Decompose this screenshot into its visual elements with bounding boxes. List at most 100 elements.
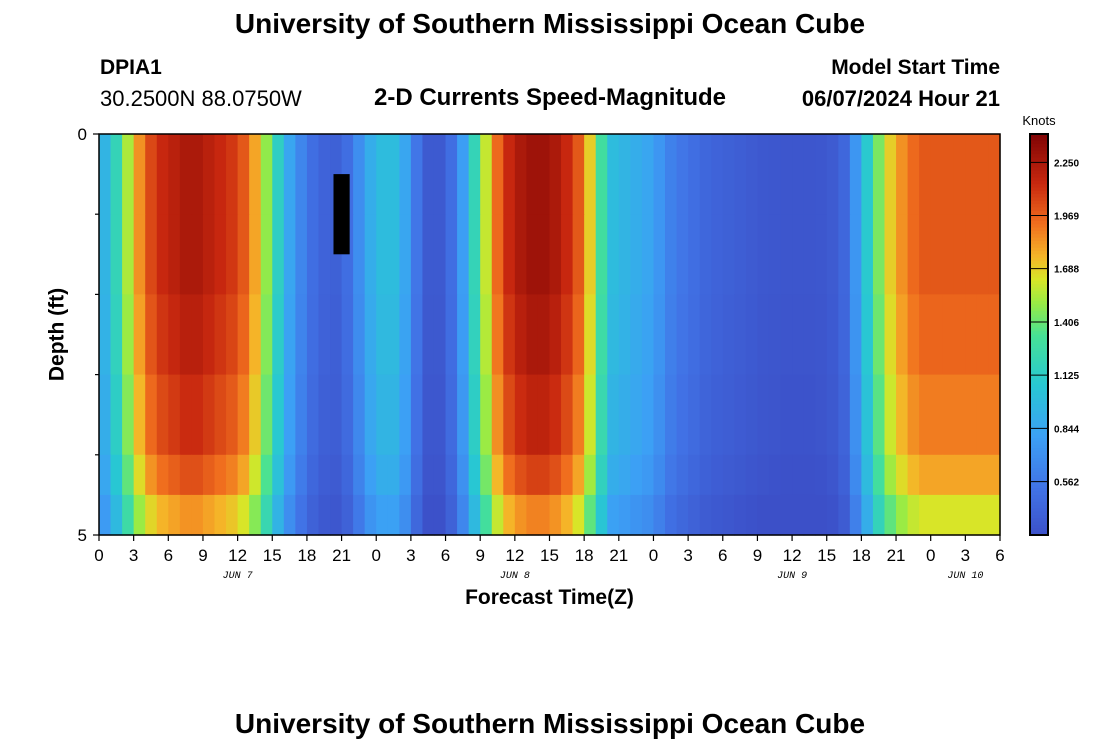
colorbar-segment [1030, 154, 1048, 158]
heatmap-cell [306, 134, 320, 215]
heatmap-cell [133, 134, 146, 215]
colorbar-tick-label: 2.250 [1054, 158, 1079, 169]
heatmap-cell [110, 134, 123, 215]
colorbar-segment [1030, 170, 1048, 175]
heatmap-cell [503, 454, 516, 496]
heatmap-cell [387, 494, 400, 536]
heatmap-cell [214, 494, 227, 536]
heatmap-cell [976, 294, 990, 376]
colorbar-segment [1030, 190, 1048, 195]
heatmap-cell [849, 494, 862, 536]
heatmap-cell [179, 134, 193, 215]
heatmap-cell [826, 374, 839, 456]
heatmap-cell [896, 214, 909, 295]
heatmap-cell [722, 214, 735, 295]
heatmap-cell [191, 494, 204, 536]
heatmap-cell [272, 214, 285, 295]
heatmap-cell [953, 294, 966, 376]
heatmap-cell [133, 374, 146, 456]
heatmap-cell [607, 494, 620, 536]
heatmap-cell [237, 494, 250, 536]
heatmap-cell [237, 454, 250, 496]
y-tick-label: 5 [78, 526, 87, 545]
x-tick-label: 15 [817, 546, 836, 565]
heatmap-cell [792, 374, 805, 456]
heatmap-cell [341, 454, 354, 496]
heatmap-cell [607, 294, 620, 376]
heatmap-cell [699, 374, 712, 456]
heatmap-cell [907, 494, 920, 536]
heatmap-cell [202, 374, 216, 456]
heatmap-cell [272, 494, 285, 536]
heatmap-cell [757, 134, 770, 215]
heatmap-cell [561, 294, 574, 376]
colorbar-segment [1030, 401, 1048, 406]
heatmap-cell [364, 294, 377, 376]
heatmap-cell [641, 494, 655, 536]
heatmap-cell [249, 494, 262, 536]
colorbar-segment [1030, 471, 1048, 476]
x-tick-label: 21 [887, 546, 906, 565]
heatmap-cell [410, 374, 424, 456]
heatmap-cell [353, 134, 366, 215]
heatmap-cell [145, 214, 158, 295]
heatmap-cell [260, 134, 273, 215]
heatmap-cell [214, 134, 227, 215]
heatmap-cell [214, 214, 227, 295]
heatmap-cell [896, 294, 909, 376]
colorbar-segment [1030, 464, 1048, 469]
heatmap-cell [410, 134, 424, 215]
heatmap-cell [768, 454, 782, 496]
heatmap-cell [376, 214, 389, 295]
heatmap-cell [688, 294, 701, 376]
colorbar-tick-label: 1.406 [1054, 318, 1079, 329]
heatmap-cell [919, 454, 932, 496]
heatmap-cell [226, 214, 239, 295]
heatmap-cell [468, 374, 481, 456]
heatmap-cell [803, 134, 816, 215]
heatmap-cell [965, 214, 978, 295]
x-tick-label: 15 [263, 546, 282, 565]
heatmap-cell [399, 494, 412, 536]
colorbar-segment [1030, 184, 1048, 189]
heatmap-cell [734, 214, 747, 295]
heatmap-cell [653, 454, 666, 496]
heatmap-cell [122, 294, 135, 376]
heatmap-cell [572, 134, 585, 215]
heatmap-cell [641, 294, 655, 376]
colorbar-segment [1030, 234, 1048, 239]
heatmap-cell [260, 214, 273, 295]
heatmap-cell [699, 454, 712, 496]
heatmap-cell [330, 494, 343, 536]
heatmap-cell [156, 214, 169, 295]
heatmap-cell [561, 374, 574, 456]
heatmap-cell [283, 454, 296, 496]
heatmap-cell [503, 294, 516, 376]
heatmap-cell [445, 374, 458, 456]
model-start-time: 06/07/2024 Hour 21 [801, 86, 1000, 111]
colorbar-segment [1030, 327, 1048, 332]
heatmap-cell [907, 134, 920, 215]
colorbar-segment [1030, 351, 1048, 356]
heatmap-cell [976, 374, 990, 456]
x-tick-label: 3 [406, 546, 415, 565]
heatmap-cell [445, 494, 458, 536]
heatmap-cell [988, 134, 1001, 215]
heatmap-cell [341, 374, 354, 456]
colorbar-segment [1030, 421, 1048, 426]
heatmap-cell [849, 214, 862, 295]
colorbar-segment [1030, 484, 1048, 489]
heatmap-cell [942, 374, 955, 456]
heatmap-cell [376, 494, 389, 536]
heatmap-cell [930, 214, 943, 295]
heatmap-cell [526, 214, 539, 295]
colorbar-segment [1030, 267, 1048, 272]
heatmap-cell [376, 374, 389, 456]
heatmap-cell [641, 214, 655, 295]
heatmap-cell [364, 134, 377, 215]
heatmap-cell [503, 374, 516, 456]
colorbar-segment [1030, 157, 1048, 162]
heatmap-cell [122, 214, 135, 295]
heatmap-cell [422, 494, 435, 536]
heatmap-cell [815, 454, 828, 496]
